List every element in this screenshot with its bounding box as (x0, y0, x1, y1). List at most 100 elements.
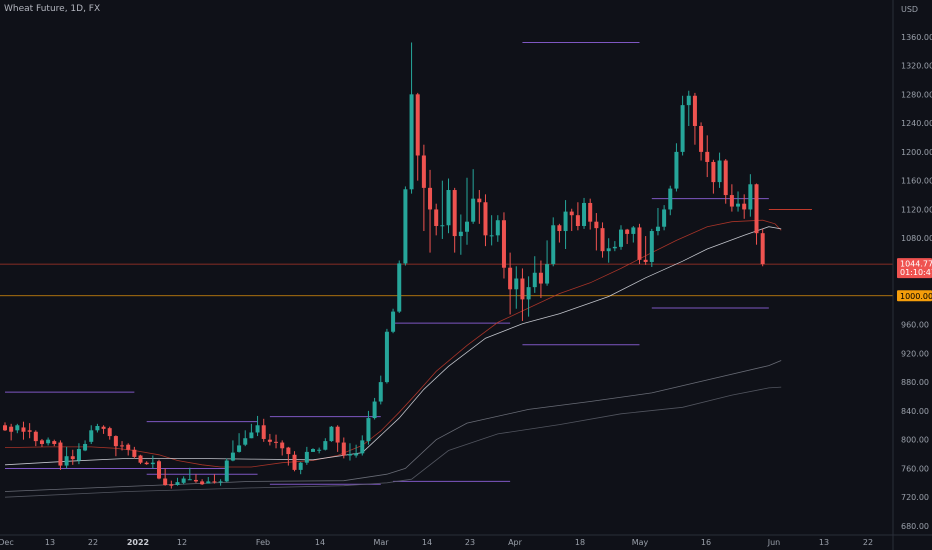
price-axis[interactable]: USD 680.00 720.00 760.00 800.00 840.00 880.00 9… (892, 0, 932, 550)
candle (193, 474, 198, 483)
candle (274, 434, 279, 449)
candle-body (489, 235, 494, 237)
candle (742, 194, 747, 219)
candle (298, 461, 303, 475)
candle (662, 205, 667, 231)
price-tag-label: 1044.77 (900, 260, 932, 269)
candle (83, 440, 88, 452)
candle (643, 236, 648, 265)
y-tick-label: 1120.00 (901, 205, 932, 214)
candle (471, 169, 476, 224)
candle-body (341, 442, 346, 456)
candle (699, 122, 704, 161)
candle-body (193, 479, 198, 482)
candle (489, 215, 494, 246)
candle (563, 200, 568, 250)
candle (292, 451, 297, 472)
y-tick-label: 1280.00 (901, 90, 932, 99)
candle (736, 191, 741, 212)
x-tick-label: 23 (465, 538, 475, 547)
candle-body (397, 263, 402, 312)
candle-body (138, 455, 143, 463)
candle (323, 438, 328, 451)
candle-body (748, 184, 753, 210)
time-axis[interactable]: Dec 13 22 2022 12 Feb 14 Mar 14 23 Apr 18 May 16 Jun 13… (0, 534, 932, 547)
candle-body (711, 161, 716, 183)
moving-averages (4, 219, 782, 498)
candle-body (612, 246, 617, 249)
candle (243, 430, 248, 447)
candle-body (723, 160, 728, 196)
candle-body (126, 444, 131, 450)
candle-body (144, 462, 149, 465)
candle-body (354, 453, 359, 456)
candle (384, 328, 389, 384)
candle-body (545, 264, 550, 284)
candle (606, 238, 611, 263)
candle (754, 183, 759, 245)
candle-body (452, 190, 457, 237)
candle-body (292, 454, 297, 470)
candle (126, 443, 131, 456)
candle (39, 438, 44, 447)
x-tick-label: 22 (88, 538, 98, 547)
candle-body (286, 447, 291, 455)
y-tick-label: 800.00 (901, 436, 929, 445)
candle (545, 240, 550, 286)
candle (329, 425, 334, 442)
candle-body (526, 287, 531, 300)
x-tick-label: Dec (0, 538, 14, 547)
candle (157, 459, 161, 480)
candle (680, 95, 685, 156)
candle (434, 203, 439, 236)
horizontal-lines (0, 263, 893, 297)
candle-body (384, 331, 389, 383)
candle-body (717, 160, 722, 183)
candle-body (280, 442, 285, 449)
candle (218, 479, 223, 486)
candle (206, 477, 211, 484)
x-tick-label: 2022 (127, 538, 149, 547)
candle (625, 228, 630, 244)
y-tick-label: 760.00 (901, 464, 929, 473)
candle-body (619, 229, 623, 247)
candle-body (218, 481, 223, 483)
candle-body (107, 428, 112, 437)
candle (458, 214, 463, 255)
candle-body (729, 195, 734, 207)
candle (520, 268, 525, 321)
candle-body (606, 248, 611, 252)
y-tick-label: 720.00 (901, 493, 929, 502)
candle-body (415, 94, 420, 156)
candle-body (21, 427, 26, 432)
candle (612, 241, 617, 252)
candle-body (58, 442, 63, 466)
candle (421, 144, 426, 232)
candle (255, 415, 260, 437)
candle-body (95, 425, 100, 431)
candle-body (113, 436, 118, 447)
candle-body (9, 426, 14, 432)
candle (428, 169, 433, 253)
candle-body (446, 190, 451, 226)
candle-body (317, 449, 322, 451)
candle (15, 423, 20, 434)
candle-body (575, 215, 580, 226)
candle (668, 185, 673, 216)
candle (575, 202, 580, 231)
candle (440, 180, 445, 239)
candle (477, 190, 482, 224)
candle (95, 423, 100, 433)
candle (138, 454, 143, 465)
candle (619, 225, 623, 250)
candle-body (366, 418, 371, 442)
candle-body (501, 220, 506, 268)
candle (267, 433, 272, 446)
candle (150, 455, 155, 469)
candle (508, 252, 513, 315)
candle-body (70, 456, 75, 460)
candle-body (643, 259, 648, 262)
candle-body (181, 478, 186, 483)
